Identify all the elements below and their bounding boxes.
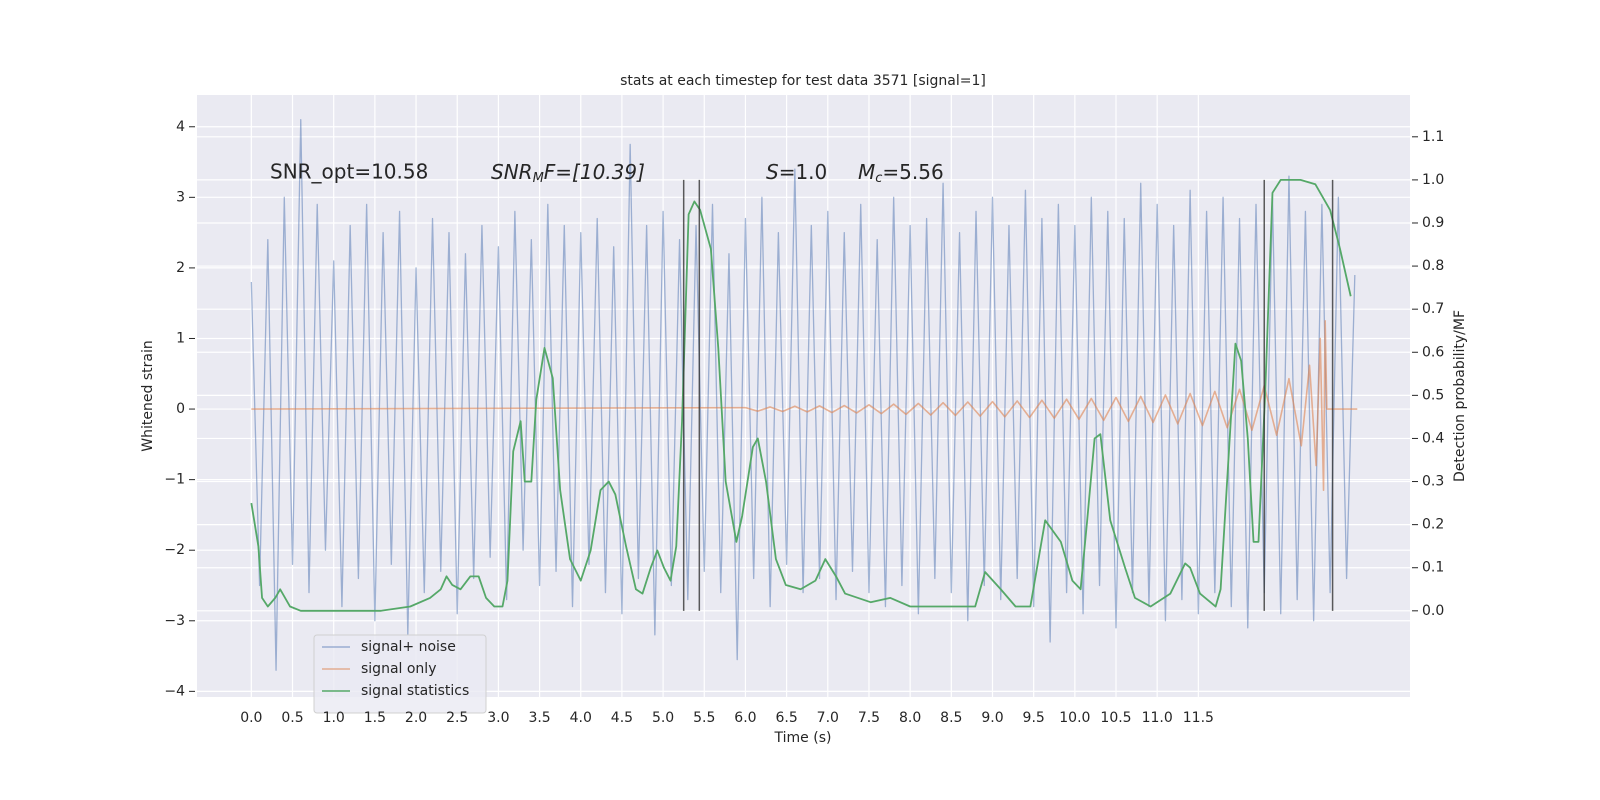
y-tick-label: 3 [176,189,185,205]
x-tick-label: 0.5 [281,710,303,726]
y2-tick-label: 0.7 [1422,301,1444,317]
x-tick-label: 1.5 [364,710,386,726]
y-tick-label: 2 [176,260,185,276]
annotation: SNR_opt=10.58 [270,160,428,184]
annotation-sub: M [533,171,544,186]
y2-tick-label: 0.4 [1422,430,1444,446]
annotation-part: M [858,160,875,184]
annotation-part: F=[10.39] [544,160,645,184]
y-axis-label: Whitened strain [140,340,156,451]
legend-label: signal statistics [361,683,469,699]
annotation-part: =5.56 [882,160,943,184]
y2-tick-label: 0.1 [1422,560,1444,576]
y2-tick-label: 0.8 [1422,258,1444,274]
x-tick-label: 1.0 [323,710,345,726]
y-tick-label: 0 [176,401,185,417]
x-tick-label: 7.5 [858,710,880,726]
x-tick-label: 9.0 [981,710,1003,726]
x-tick-label: 2.5 [446,710,468,726]
y-tick-label: 1 [176,330,185,346]
chart-title: stats at each timestep for test data 357… [620,73,986,89]
x-tick-label: 2.0 [405,710,427,726]
x-tick-label: 3.0 [487,710,509,726]
y2-tick-label: 0.0 [1422,603,1444,619]
x-tick-label: 0.0 [240,710,262,726]
x-tick-label: 3.5 [528,710,550,726]
x-tick-label: 4.0 [570,710,592,726]
legend: signal+ noise signal only signal statistic… [313,634,487,714]
annotation-sub: c [875,171,882,186]
annotation-part: S [766,160,779,184]
annotation-part: =1.0 [779,160,828,184]
x-tick-label: 11.5 [1183,710,1214,726]
x-tick-label: 10.5 [1100,710,1131,726]
y-tick-label: −3 [164,613,185,629]
y2-tick-label: 0.3 [1422,474,1444,490]
plot-layer [197,95,1410,697]
y2-tick-label: 0.2 [1422,517,1444,533]
y2-tick-label: 0.6 [1422,344,1444,360]
x-axis-label: Time (s) [774,730,832,746]
y-tick-label: −1 [164,472,185,488]
legend-box [313,634,487,714]
y2-tick-label: 1.0 [1422,172,1444,188]
x-tick-label: 6.0 [734,710,756,726]
legend-label: signal+ noise [361,639,456,655]
y2-tick-label: 0.5 [1422,387,1444,403]
x-tick-label: 10.0 [1059,710,1090,726]
annotation-part: SNR [491,160,533,184]
x-tick-label: 5.5 [693,710,715,726]
x-tick-label: 8.5 [940,710,962,726]
annotation: Mc=5.56 [858,160,944,186]
x-tick-label: 8.0 [899,710,921,726]
annotation: SNRMF=[10.39] [491,160,645,186]
x-tick-label: 11.0 [1142,710,1173,726]
series-line [250,119,1356,671]
plot-area [197,95,1410,697]
x-tick-label: 7.0 [817,710,839,726]
x-tick-label: 9.5 [1023,710,1045,726]
x-tick-label: 5.0 [652,710,674,726]
series-line [251,320,1358,492]
annotation: S=1.0 [766,160,827,184]
y2-tick-label: 1.1 [1422,129,1444,145]
x-tick-label: 4.5 [611,710,633,726]
series-line [250,178,1352,612]
y-tick-label: −2 [164,542,185,558]
y-tick-label: −4 [164,683,185,699]
x-tick-label: 6.5 [775,710,797,726]
legend-label: signal only [361,661,436,677]
y2-tick-label: 0.9 [1422,215,1444,231]
y-tick-label: 4 [176,119,185,135]
y2-axis-label: Detection probability/MF [1452,310,1468,482]
